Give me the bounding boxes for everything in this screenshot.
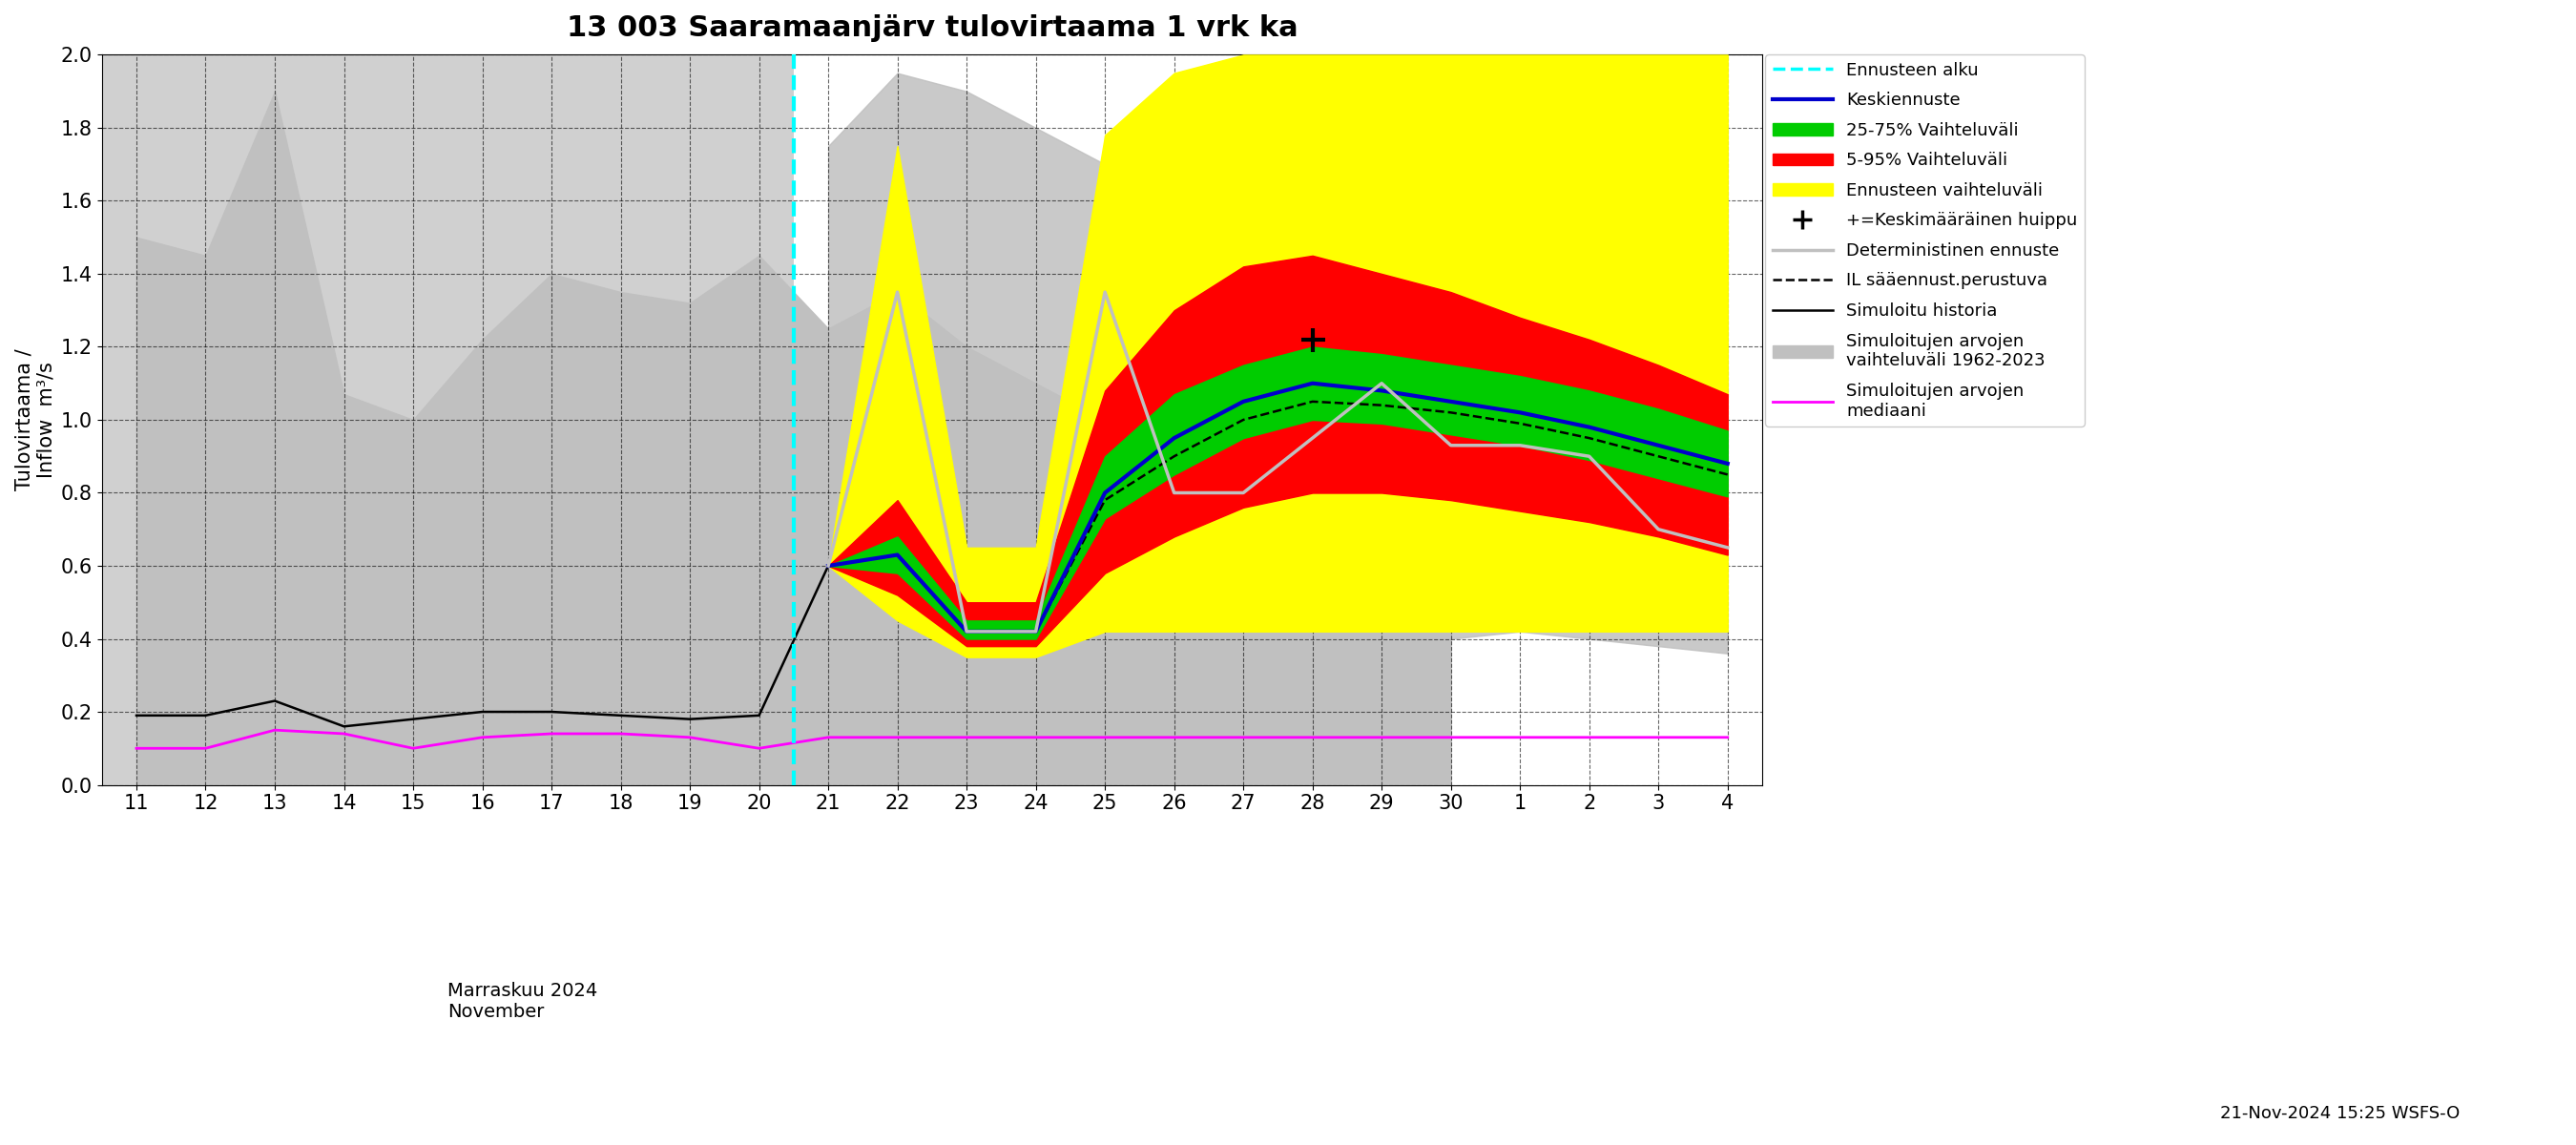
Text: Marraskuu 2024
November: Marraskuu 2024 November (448, 982, 598, 1021)
Title: 13 003 Saaramaanjärv tulovirtaama 1 vrk ka: 13 003 Saaramaanjärv tulovirtaama 1 vrk … (567, 14, 1298, 42)
Bar (793, 55, 1762, 784)
Legend: Ennusteen alku, Keskiennuste, 25-75% Vaihteluväli, 5-95% Vaihteluväli, Ennusteen: Ennusteen alku, Keskiennuste, 25-75% Vai… (1765, 55, 2084, 426)
Y-axis label: Tulovirtaama /
Inflow  m³/s: Tulovirtaama / Inflow m³/s (15, 349, 57, 491)
Text: 21-Nov-2024 15:25 WSFS-O: 21-Nov-2024 15:25 WSFS-O (2221, 1105, 2460, 1122)
Bar (103, 55, 793, 784)
